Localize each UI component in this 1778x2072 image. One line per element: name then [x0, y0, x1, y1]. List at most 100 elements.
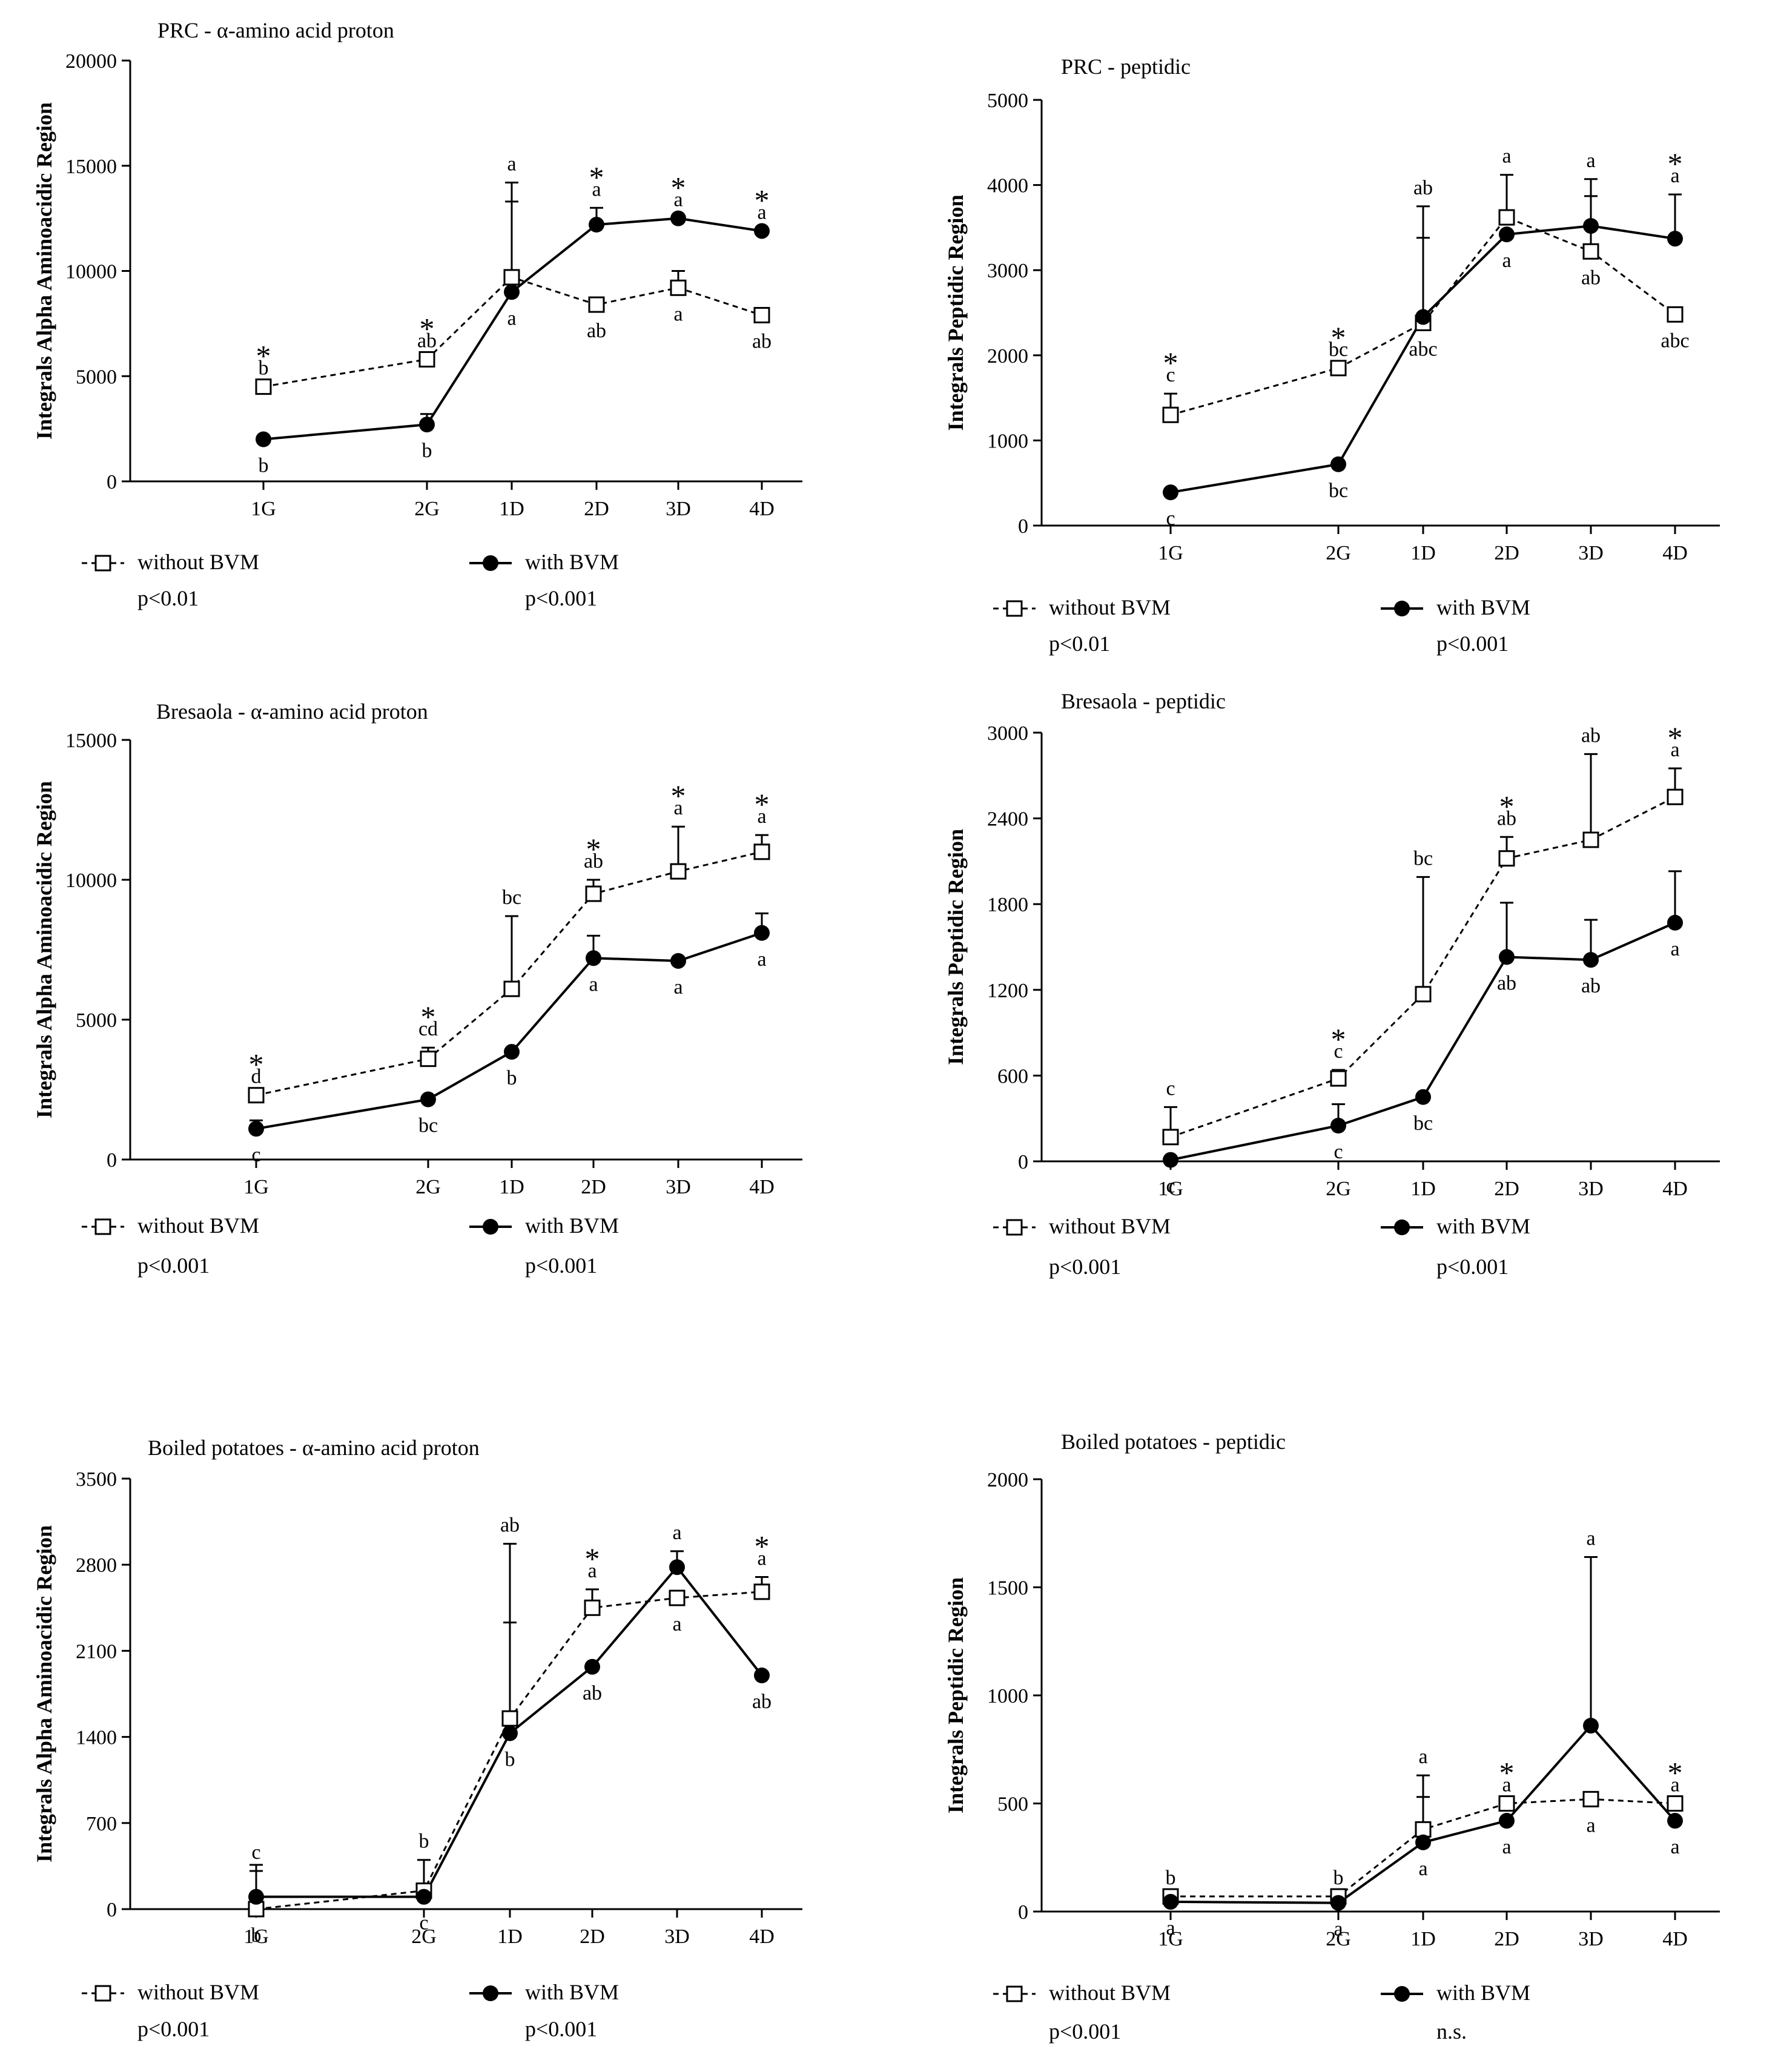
legend-marker-with-bvm [483, 1219, 498, 1235]
marker-without-bvm [1498, 1795, 1515, 1812]
marker-without-bvm [669, 1589, 686, 1606]
marker-without-bvm [753, 1583, 770, 1600]
chart-title: Boiled potatoes - α-amino acid proton [148, 1436, 480, 1460]
significance-star: * [585, 1542, 600, 1575]
y-tick-label: 1000 [987, 1685, 1028, 1707]
x-tick-label: 2G [1326, 1178, 1351, 1200]
y-tick-label: 600 [997, 1065, 1028, 1087]
marker-with-bvm [1163, 1152, 1178, 1168]
y-axis-label: Integrals Alpha Aminoacidic Region [32, 102, 56, 440]
marker-with-bvm [589, 217, 604, 233]
marker-with-bvm [248, 1889, 264, 1905]
letter-with-bvm: b [507, 1067, 517, 1089]
series-line-with-bvm [256, 1565, 763, 1898]
marker-with-bvm [1163, 484, 1178, 501]
letter-with-bvm: c [419, 1912, 428, 1935]
marker-without-bvm [670, 863, 687, 880]
letter-without-bvm: a [1418, 1746, 1427, 1768]
chart-panel-1: PRC - α-amino acid proton Integrals Alpha… [32, 18, 802, 610]
p-value-without-bvm: p<0.01 [137, 586, 199, 610]
letter-with-bvm: c [1166, 1175, 1175, 1198]
x-tick-label: 1D [499, 498, 524, 520]
marker-with-bvm [1330, 1118, 1346, 1133]
letter-with-bvm: ab [752, 1691, 772, 1713]
y-tick-label: 1200 [987, 980, 1028, 1002]
letter-with-bvm: c [251, 1144, 260, 1166]
x-tick-label: 2G [415, 1176, 441, 1198]
chart-panel-2: PRC - peptidic Integrals Peptidic Region 0… [944, 54, 1720, 656]
x-tick-label: 3D [666, 1176, 691, 1198]
y-tick-label: 2800 [76, 1554, 117, 1577]
x-tick-label: 1G [1158, 542, 1183, 564]
marker-with-bvm [1415, 309, 1431, 325]
marker-without-bvm [1582, 243, 1599, 260]
marker-with-bvm [586, 950, 601, 966]
letter-without-bvm: b [1166, 1867, 1176, 1889]
legend-marker-without-bvm [1006, 600, 1023, 617]
marker-without-bvm [753, 843, 770, 860]
x-tick-label: 1G [1158, 1928, 1183, 1950]
letter-with-bvm: c [1334, 1141, 1343, 1163]
marker-without-bvm [584, 1599, 601, 1616]
x-tick-label: 2D [1494, 1928, 1519, 1950]
p-value-with-bvm: p<0.001 [525, 1253, 597, 1278]
legend-label-without-bvm: without BVM [1049, 1981, 1171, 2005]
marker-with-bvm [754, 223, 770, 239]
marker-with-bvm [1330, 1895, 1346, 1911]
y-tick-label: 10000 [65, 869, 117, 892]
significance-star: * [1331, 320, 1346, 354]
letter-without-bvm: a [587, 1560, 597, 1582]
significance-star: * [1499, 1756, 1515, 1790]
letter-without-bvm: cd [418, 1018, 438, 1040]
letter-with-bvm: a [592, 178, 601, 200]
letter-without-bvm: c [1166, 1077, 1175, 1100]
p-value-with-bvm: n.s. [1436, 2019, 1467, 2044]
letter-without-bvm: a [1502, 1774, 1511, 1797]
p-value-with-bvm: p<0.001 [1436, 632, 1509, 656]
letter-without-bvm: a [1586, 1814, 1595, 1836]
marker-without-bvm [1162, 406, 1179, 423]
y-tick-label: 3000 [987, 260, 1028, 282]
y-axis-label: Integrals Peptidic Region [944, 829, 968, 1065]
letter-without-bvm: a [757, 1548, 766, 1570]
x-tick-label: 2G [1326, 542, 1351, 564]
letter-without-bvm: b [1334, 1867, 1344, 1889]
marker-without-bvm [501, 1710, 518, 1727]
legend-label-with-bvm: with BVM [1436, 1214, 1530, 1238]
legend-marker-with-bvm [1394, 601, 1410, 616]
legend-marker-with-bvm [1394, 1219, 1410, 1235]
marker-without-bvm [1667, 788, 1684, 805]
marker-with-bvm [420, 1091, 436, 1107]
letter-without-bvm: ab [1581, 724, 1601, 747]
marker-with-bvm [1583, 218, 1599, 234]
x-tick-label: 1D [1410, 1178, 1436, 1200]
y-tick-label: 0 [1018, 1151, 1028, 1173]
significance-star: * [755, 183, 770, 217]
chart-title: Boiled potatoes - peptidic [1061, 1430, 1286, 1454]
marker-with-bvm [1499, 226, 1515, 243]
marker-with-bvm [1499, 949, 1515, 965]
y-tick-label: 3500 [76, 1468, 117, 1491]
letter-without-bvm: bc [502, 886, 521, 909]
marker-without-bvm [1498, 209, 1515, 226]
letter-without-bvm: a [1670, 1774, 1679, 1797]
series-line-without-bvm [1171, 1798, 1676, 1898]
significance-star: * [1331, 1022, 1346, 1056]
significance-star: * [1499, 789, 1515, 823]
letter-with-bvm: c [1166, 507, 1175, 530]
y-tick-label: 5000 [987, 90, 1028, 112]
series-line-without-bvm [1170, 796, 1676, 1138]
series-line-with-bvm [263, 217, 762, 441]
y-tick-label: 1000 [987, 430, 1028, 452]
x-tick-label: 4D [1662, 1928, 1688, 1950]
x-tick-label: 3D [1578, 1178, 1604, 1200]
letter-without-bvm: c [1166, 364, 1175, 386]
y-tick-label: 10000 [65, 261, 117, 283]
y-tick-label: 0 [107, 1149, 117, 1172]
y-tick-label: 4000 [987, 175, 1028, 197]
marker-without-bvm [503, 269, 520, 286]
legend-marker-without-bvm [94, 1218, 111, 1235]
letter-without-bvm: ab [584, 850, 603, 873]
significance-star: * [249, 1048, 264, 1081]
letter-without-bvm: a [1670, 739, 1679, 761]
